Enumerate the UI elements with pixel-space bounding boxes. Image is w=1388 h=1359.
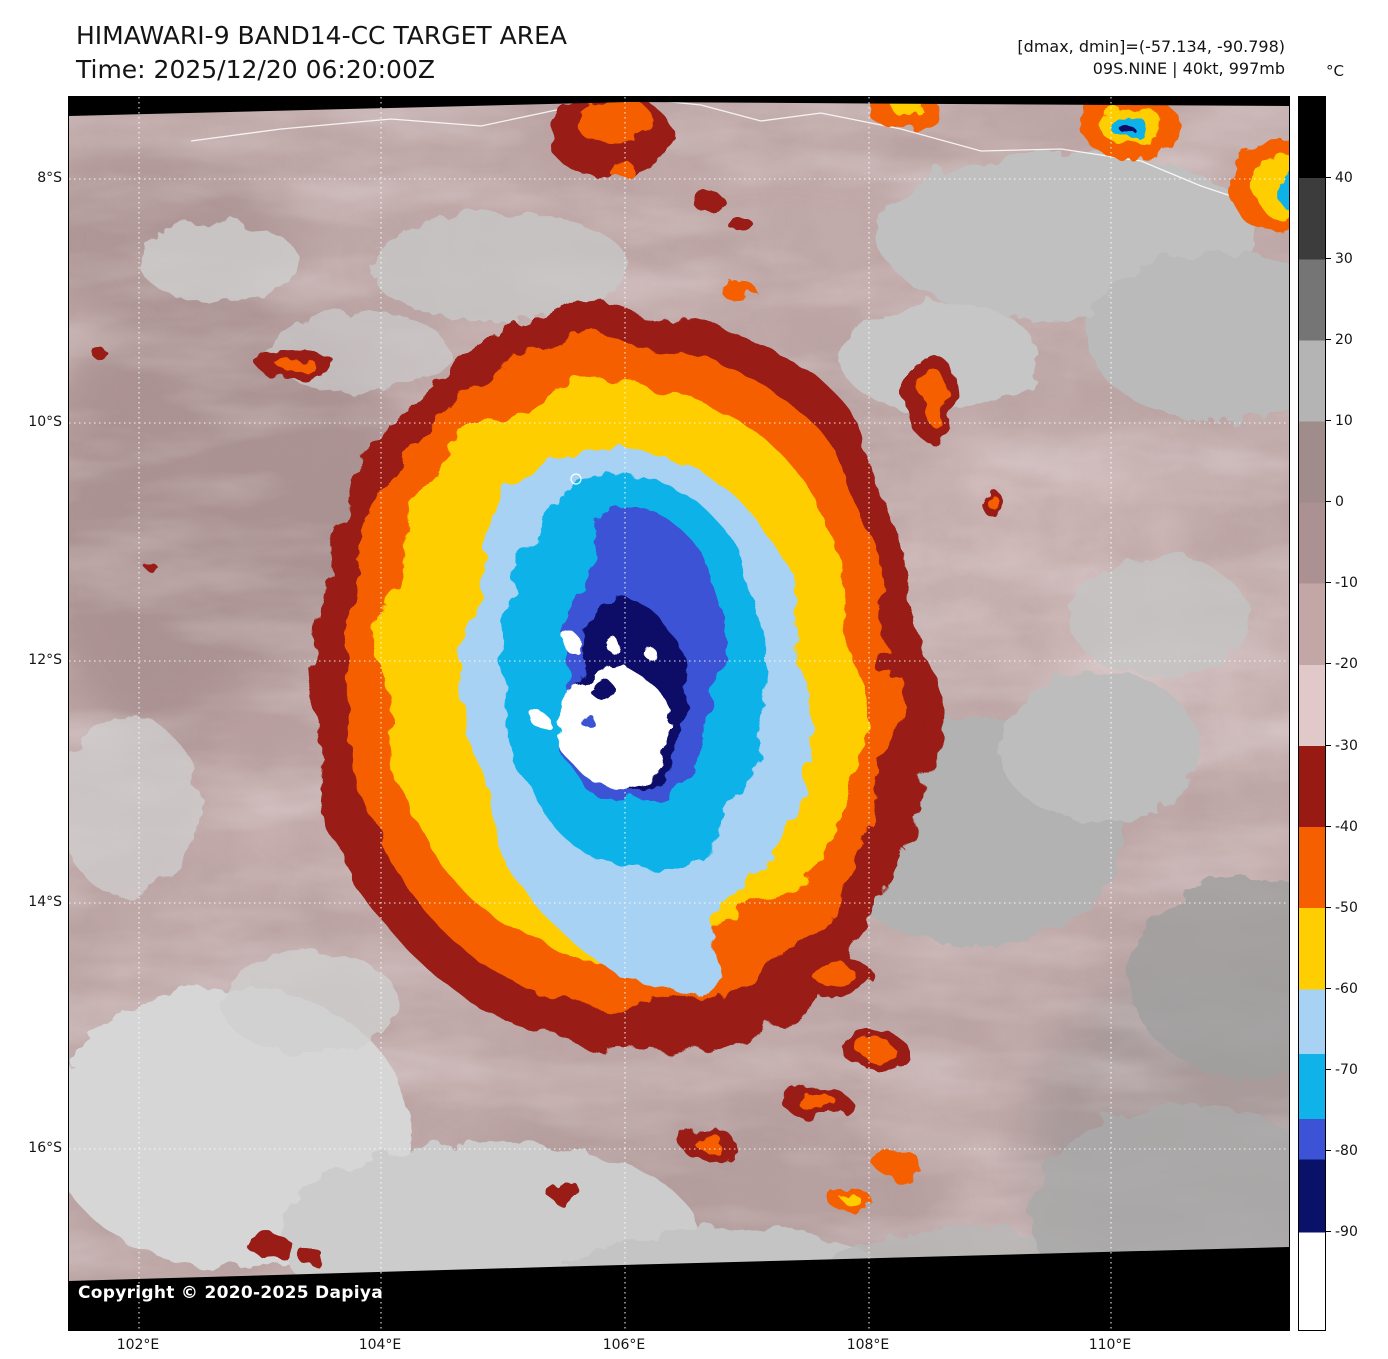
lat-tick-label-14s: 14°S [28, 894, 62, 910]
colorbar-tick-m50: -50 [1326, 899, 1358, 917]
colorbar [1298, 96, 1326, 1331]
colorbar-tick-m30: -30 [1326, 737, 1358, 755]
page-title: HIMAWARI-9 BAND14-CC TARGET AREA [76, 21, 568, 50]
graticule [69, 97, 1289, 1330]
colorbar-tick-10: 10 [1326, 412, 1353, 430]
colorbar-gradient [1299, 97, 1325, 1330]
colorbar-tick-m90: -90 [1326, 1223, 1358, 1241]
lon-tick-label-104e: 104°E [358, 1337, 402, 1353]
island-outline [570, 473, 582, 485]
satellite-map: Copyright © 2020-2025 Dapiya [68, 96, 1290, 1331]
timestamp-label: Time: 2025/12/20 06:20:00Z [76, 55, 435, 84]
lon-tick-label-106e: 106°E [602, 1337, 646, 1353]
colorbar-tick-m40: -40 [1326, 818, 1358, 836]
coastline [190, 98, 1289, 217]
lon-tick-label-110e: 110°E [1088, 1337, 1132, 1353]
colorbar-tick-m60: -60 [1326, 980, 1358, 998]
lat-tick-label-10s: 10°S [28, 414, 62, 430]
colorbar-tick-m20: -20 [1326, 655, 1358, 673]
colorbar-tick-m80: -80 [1326, 1142, 1358, 1160]
scan-edge-top [69, 97, 1289, 116]
lat-tick-label-8s: 8°S [37, 170, 62, 186]
lon-tick-label-108e: 108°E [846, 1337, 890, 1353]
copyright-text: Copyright © 2020-2025 Dapiya [78, 1283, 383, 1303]
scan-edge-bottom [69, 1247, 1289, 1330]
storm-info-readout: 09S.NINE | 40kt, 997mb [1092, 59, 1285, 78]
satellite-image [69, 97, 1289, 1330]
colorbar-tick-30: 30 [1326, 250, 1353, 268]
colorbar-tick-0: 0 [1326, 493, 1344, 511]
lon-tick-label-102e: 102°E [116, 1337, 160, 1353]
storm-cold-core [507, 469, 761, 870]
colorbar-tick-m70: -70 [1326, 1061, 1358, 1079]
colorbar-tick-m10: -10 [1326, 574, 1358, 592]
dmax-dmin-readout: [dmax, dmin]=(-57.134, -90.798) [1017, 37, 1285, 56]
colorbar-tick-20: 20 [1326, 331, 1353, 349]
lat-tick-label-12s: 12°S [28, 652, 62, 668]
scattered-cold-cells [91, 97, 1289, 1267]
lat-tick-label-16s: 16°S [28, 1140, 62, 1156]
colorbar-tick-40: 40 [1326, 169, 1353, 187]
colorbar-unit-label: °C [1326, 62, 1344, 80]
